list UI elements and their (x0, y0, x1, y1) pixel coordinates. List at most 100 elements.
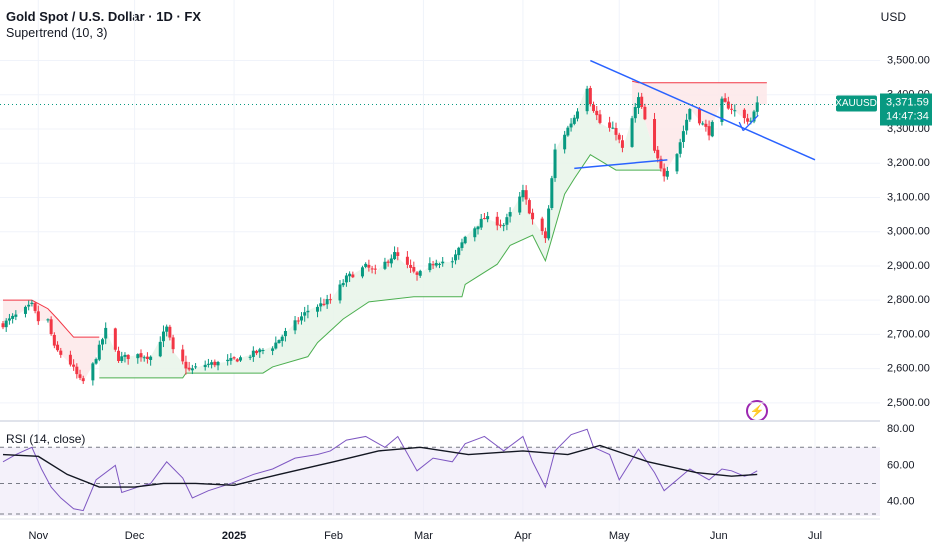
candle-body (232, 357, 236, 359)
candle-body (348, 273, 352, 277)
candle-body (479, 218, 483, 228)
candle-body (749, 120, 753, 122)
rsi-label[interactable]: RSI (14, close) (6, 432, 86, 446)
candle-body (293, 320, 297, 331)
candle-body (498, 224, 502, 226)
candle-body (216, 361, 220, 366)
candle-body (206, 363, 210, 365)
time-tick-label: 2025 (222, 530, 246, 542)
price-tag: XAUUSD 3,371.59 14:47:34 (835, 93, 932, 126)
candle-body (123, 354, 127, 357)
candle-body (91, 363, 95, 381)
candle-body (81, 378, 85, 382)
candle-body (75, 366, 79, 375)
candle-body (7, 318, 11, 321)
candle-body (437, 263, 441, 265)
candle-body (306, 310, 310, 313)
candle-body (460, 242, 464, 248)
candle-body (620, 140, 624, 148)
indicator-label[interactable]: Supertrend (10, 3) (6, 26, 108, 40)
candle-body (409, 264, 413, 268)
candle-body (56, 344, 60, 351)
symbol-tag (836, 95, 877, 112)
rsi-grid (0, 422, 880, 520)
candle-body (319, 303, 323, 307)
candle-body (428, 263, 432, 271)
candle-body (27, 304, 31, 307)
candle-body (235, 359, 239, 362)
candle-body (518, 196, 522, 213)
candle-body (68, 354, 72, 365)
price-tick-label: 3,000.00 (887, 226, 930, 238)
candle-body (113, 328, 117, 350)
candle-body (608, 122, 612, 128)
trendlines[interactable] (574, 59, 816, 170)
candle-body (78, 374, 82, 378)
candle-body (476, 226, 480, 230)
candle-body (139, 353, 143, 358)
candle-body (328, 299, 332, 301)
candle-body (553, 149, 557, 179)
candle-body (550, 178, 554, 208)
candle-body (473, 228, 477, 238)
candle-body (457, 247, 461, 256)
candle-body (701, 123, 705, 125)
time-axis[interactable]: Nov Dec 2025 Feb Mar Apr May Jun Jul (29, 530, 823, 542)
rsi-tick-label: 60.00 (887, 459, 915, 471)
candle-body (23, 306, 27, 314)
price-axis[interactable]: 2,500.00 2,600.00 2,700.00 2,800.00 2,900.00… (887, 54, 930, 408)
supertrend-down-fill (632, 81, 767, 174)
candle-body (733, 110, 737, 112)
candle-body (396, 252, 400, 256)
price-tick-label: 3,300.00 (887, 123, 930, 135)
candle-body (370, 268, 374, 270)
candle-body (341, 283, 345, 286)
candle-body (393, 252, 397, 260)
supertrend-down-line (631, 80, 767, 84)
time-tick-label: Jun (710, 530, 728, 542)
candle-body (299, 316, 303, 321)
candle-body (482, 218, 486, 220)
candle-body (36, 311, 40, 322)
candle-body (723, 98, 727, 102)
candle-body (248, 356, 252, 358)
candle-body (239, 357, 243, 361)
candle-body (171, 337, 175, 350)
candle-body (746, 118, 750, 122)
candle-body (463, 236, 467, 244)
candle-body (450, 261, 454, 263)
time-tick-label: Mar (414, 530, 433, 542)
candle-body (120, 356, 124, 362)
candles (1, 85, 759, 386)
candle-body (630, 118, 634, 147)
candle-body (181, 349, 185, 362)
candle-body (755, 102, 759, 112)
rsi-tick-label: 80.00 (887, 423, 915, 435)
candle-body (688, 109, 692, 120)
time-tick-label: May (609, 530, 630, 542)
candle-body (203, 364, 207, 368)
currency-label[interactable]: USD (880, 10, 906, 24)
candle-body (502, 225, 506, 227)
candle-body (434, 263, 438, 266)
candle-body (662, 168, 666, 177)
candle-body (46, 319, 50, 321)
candle-body (100, 339, 104, 345)
rsi-band (0, 447, 880, 516)
price-tick-label: 2,600.00 (887, 363, 930, 375)
header-title[interactable]: Gold Spot / U.S. Dollar · 1D · FX (6, 9, 202, 24)
candle-body (251, 350, 255, 357)
rsi-axis[interactable]: 40.00 60.00 80.00 (887, 423, 915, 507)
candle-body (566, 127, 570, 136)
symbol-tag-label: XAUUSD (835, 98, 877, 109)
candle-body (540, 218, 544, 232)
candle-body (454, 254, 458, 261)
candle-body (563, 134, 567, 150)
candle-body (633, 107, 637, 119)
candle-body (636, 97, 640, 108)
candle-body (685, 119, 689, 131)
candle-body (126, 354, 130, 360)
trendline (738, 114, 759, 132)
candle-body (226, 359, 230, 362)
